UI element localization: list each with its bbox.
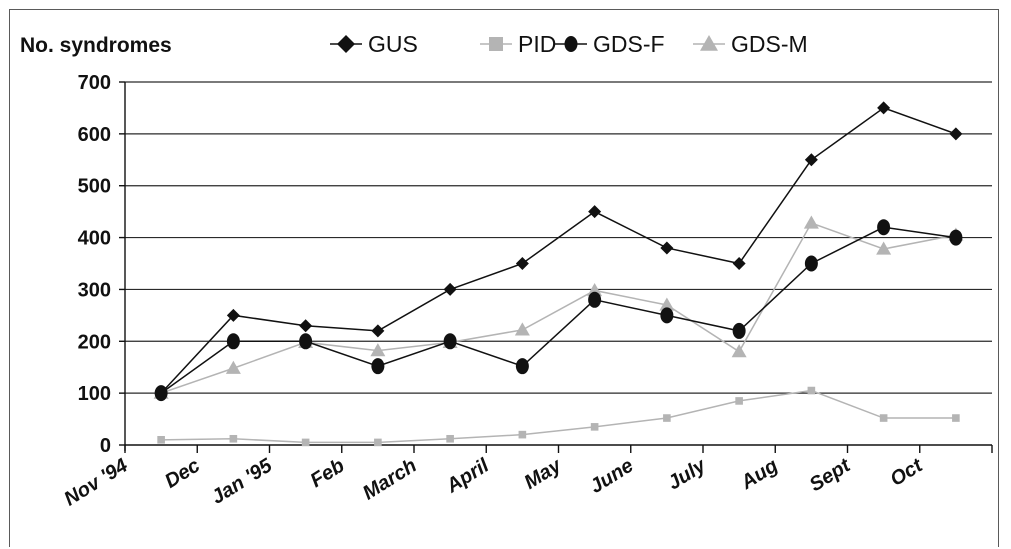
y-axis-label: No. syndromes — [20, 34, 172, 57]
data-point-gus — [588, 205, 602, 219]
y-tick-label: 400 — [78, 228, 111, 250]
chart-frame — [9, 9, 999, 547]
x-tick-label: Oct — [886, 454, 927, 491]
data-point-gds-m — [370, 343, 386, 357]
data-point-pid — [229, 434, 238, 443]
data-point-gus — [660, 241, 674, 255]
y-tick-label: 0 — [100, 435, 111, 457]
x-tick-label: Jan '95 — [208, 454, 277, 509]
data-point-pid — [807, 386, 816, 395]
data-point-gds-f — [804, 255, 818, 272]
x-tick-label: Sept — [806, 454, 856, 496]
legend: GUS PID GDS-F GDS-M — [330, 31, 808, 57]
data-point-pid — [590, 423, 599, 431]
data-point-gds-m — [803, 215, 819, 229]
data-point-gds-m — [731, 344, 747, 358]
data-point-pid — [301, 438, 310, 447]
data-point-gus — [732, 257, 746, 270]
series-line-pid — [161, 389, 956, 444]
data-point-gus — [804, 153, 818, 167]
y-tick-label: 700 — [78, 72, 111, 94]
data-point-gds-f — [732, 322, 746, 339]
x-tick-labels: Nov '94 Dec Jan '95 Feb March April May June Jul… — [60, 454, 927, 511]
data-point-gds-f — [588, 291, 602, 308]
legend-marker — [337, 35, 355, 53]
series-line-gds-m — [160, 222, 957, 394]
legend-label: PID — [518, 31, 556, 57]
data-point-gds-f — [443, 333, 457, 350]
legend-label: GDS-F — [593, 31, 665, 57]
data-point-gus — [877, 101, 891, 115]
series-line-gus — [160, 107, 957, 394]
data-point-pid — [518, 430, 527, 439]
data-point-gds-f — [154, 385, 168, 402]
series-pid — [157, 386, 960, 447]
data-point-gds-m — [876, 241, 892, 255]
legend-marker — [489, 37, 503, 51]
x-tick-label: July — [664, 454, 710, 494]
y-tick-label: 200 — [78, 331, 111, 353]
x-tick-label: Aug — [736, 455, 781, 495]
x-tick-label: April — [442, 454, 494, 498]
series-gds-m — [153, 215, 964, 399]
series-gds-f — [154, 219, 963, 402]
legend-item-gds-m: GDS-M — [693, 31, 808, 57]
legend-label: GDS-M — [731, 31, 808, 57]
x-tick-label: May — [520, 454, 565, 494]
data-point-gds-f — [371, 358, 385, 375]
data-point-pid — [879, 414, 888, 422]
x-tick-label: June — [586, 455, 637, 498]
data-point-gus — [515, 257, 529, 270]
legend-item-gus: GUS — [330, 31, 418, 57]
y-tick-label: 300 — [78, 279, 111, 301]
y-tick-label: 600 — [78, 124, 111, 146]
legend-marker — [700, 35, 718, 51]
data-point-pid — [735, 397, 743, 405]
legend-marker — [564, 36, 578, 52]
data-point-gds-m — [514, 322, 530, 336]
data-point-pid — [446, 434, 454, 443]
data-point-gds-f — [515, 358, 529, 375]
data-point-gds-f — [660, 307, 674, 324]
data-point-gus — [226, 308, 240, 322]
x-tick-label: Dec — [161, 455, 204, 493]
data-point-gds-f — [877, 219, 891, 236]
data-point-gds-m — [659, 297, 675, 311]
legend-item-pid: PID — [480, 31, 556, 57]
data-point-pid — [952, 414, 960, 422]
series-gus — [154, 101, 963, 400]
data-point-gds-m — [587, 282, 603, 297]
series-line-gds-f — [160, 226, 956, 394]
data-point-gds-f — [226, 333, 240, 350]
data-point-gus — [299, 319, 313, 333]
x-tick-label: Feb — [307, 455, 349, 493]
data-point-pid — [157, 436, 165, 444]
series-layer — [153, 101, 964, 447]
data-point-gds-f — [949, 229, 963, 246]
y-tick-labels: 0 100 200 300 400 500 600 700 — [78, 72, 111, 457]
data-point-gds-f — [299, 333, 313, 350]
x-tick-label: March — [359, 455, 421, 505]
data-point-pid — [663, 414, 671, 422]
legend-label: GUS — [368, 31, 418, 57]
y-tick-label: 100 — [78, 383, 111, 405]
data-point-gus — [949, 127, 963, 141]
data-point-pid — [374, 438, 382, 447]
axes — [119, 81, 993, 453]
legend-item-gds-f: GDS-F — [555, 31, 665, 57]
data-point-gus — [371, 324, 385, 338]
y-tick-label: 500 — [78, 176, 111, 198]
x-tick-label: Nov '94 — [60, 455, 131, 511]
data-point-gds-m — [225, 360, 241, 374]
data-point-gus — [443, 282, 457, 296]
